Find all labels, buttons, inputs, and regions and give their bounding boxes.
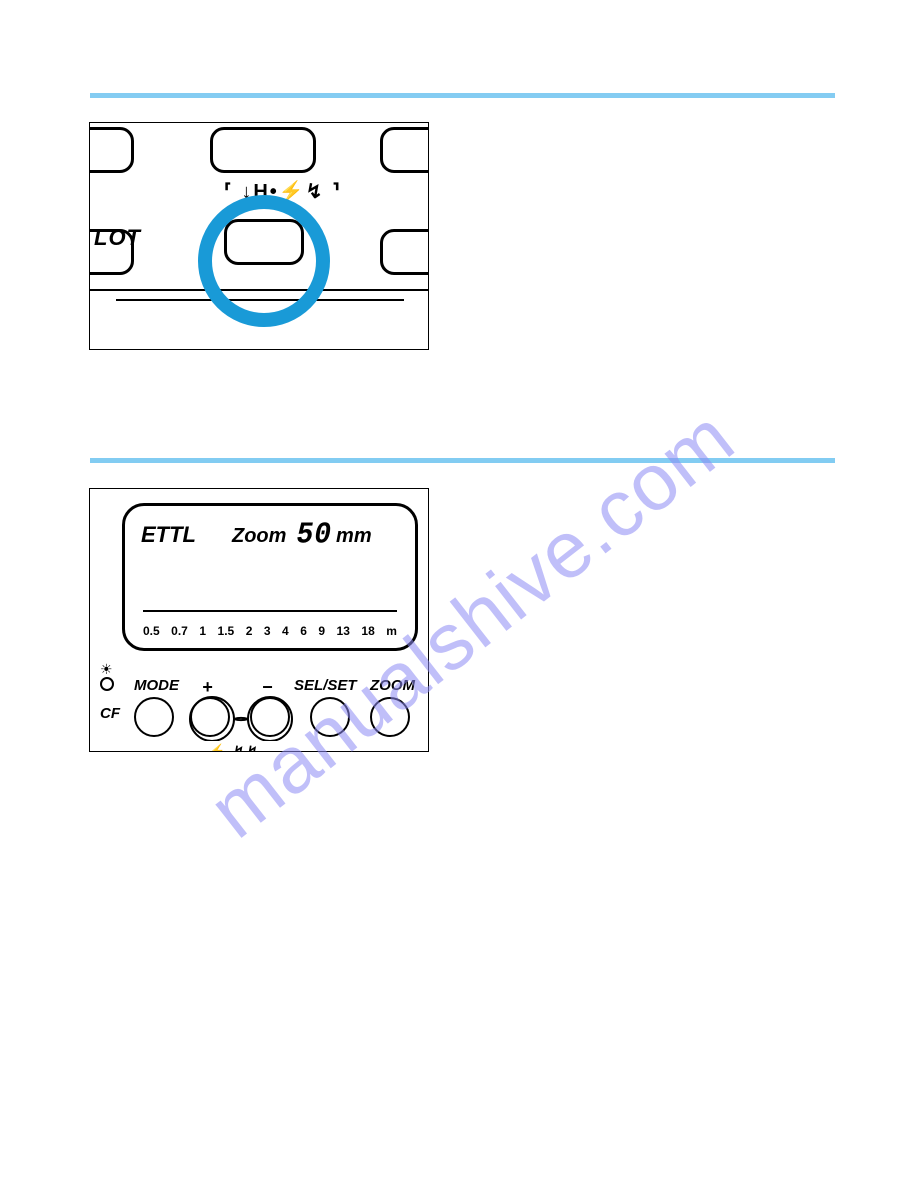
panel-button [380, 127, 429, 173]
scale-tick: 4 [282, 624, 289, 638]
zoom-knob [370, 697, 410, 737]
mode-knob [134, 697, 174, 737]
zoom-label: Zoom [232, 525, 286, 548]
scale-tick: 1.5 [218, 624, 235, 638]
scale-tick: m [386, 624, 397, 638]
scale-tick: 9 [318, 624, 325, 638]
panel-button [210, 127, 316, 173]
page: LOT ⸢ ↓H•⚡↯ ⸣ ETTL Zoom 50 mm 0.5 0.7 1 … [0, 0, 918, 1188]
zoom-value: 50 [296, 518, 332, 552]
minus-knob [250, 697, 290, 737]
control-row: ☀ CF MODE + − SEL/SET ZOOM ⚡ ↯↯ [98, 675, 422, 749]
zoom-btn-label: ZOOM [370, 677, 415, 694]
button-panel-diagram: LOT ⸢ ↓H•⚡↯ ⸣ [89, 122, 429, 350]
panel-button [380, 229, 429, 275]
scale-tick: 3 [264, 624, 271, 638]
scale-tick: 13 [337, 624, 350, 638]
lot-label: LOT [94, 225, 141, 251]
scale-tick: 1 [199, 624, 206, 638]
scale-tick: 6 [300, 624, 307, 638]
zoom-unit: mm [336, 525, 372, 548]
ettl-label: ETTL [141, 522, 196, 548]
indicator-dot [100, 677, 114, 691]
light-icon: ☀ [100, 661, 113, 678]
panel-button [89, 127, 134, 173]
lcd-top-row: ETTL Zoom 50 mm [141, 520, 399, 551]
lcd-rule [143, 610, 397, 612]
scale-tick: 2 [246, 624, 253, 638]
selset-knob [310, 697, 350, 737]
mode-label: MODE [134, 677, 179, 694]
divider-mid [90, 458, 835, 463]
highlight-circle-icon [198, 195, 330, 327]
plus-knob [190, 697, 230, 737]
lcd-distance-scale: 0.5 0.7 1 1.5 2 3 4 6 9 13 18 m [143, 624, 397, 638]
scale-tick: 18 [361, 624, 374, 638]
scale-tick: 0.7 [171, 624, 188, 638]
selset-label: SEL/SET [294, 677, 357, 694]
flash-icons: ⚡ ↯↯ [208, 743, 261, 752]
lcd-panel-diagram: ETTL Zoom 50 mm 0.5 0.7 1 1.5 2 3 4 6 9 … [89, 488, 429, 752]
scale-tick: 0.5 [143, 624, 160, 638]
lcd-screen: ETTL Zoom 50 mm 0.5 0.7 1 1.5 2 3 4 6 9 … [122, 503, 418, 651]
divider-top [90, 93, 835, 98]
cf-label: CF [100, 705, 120, 722]
